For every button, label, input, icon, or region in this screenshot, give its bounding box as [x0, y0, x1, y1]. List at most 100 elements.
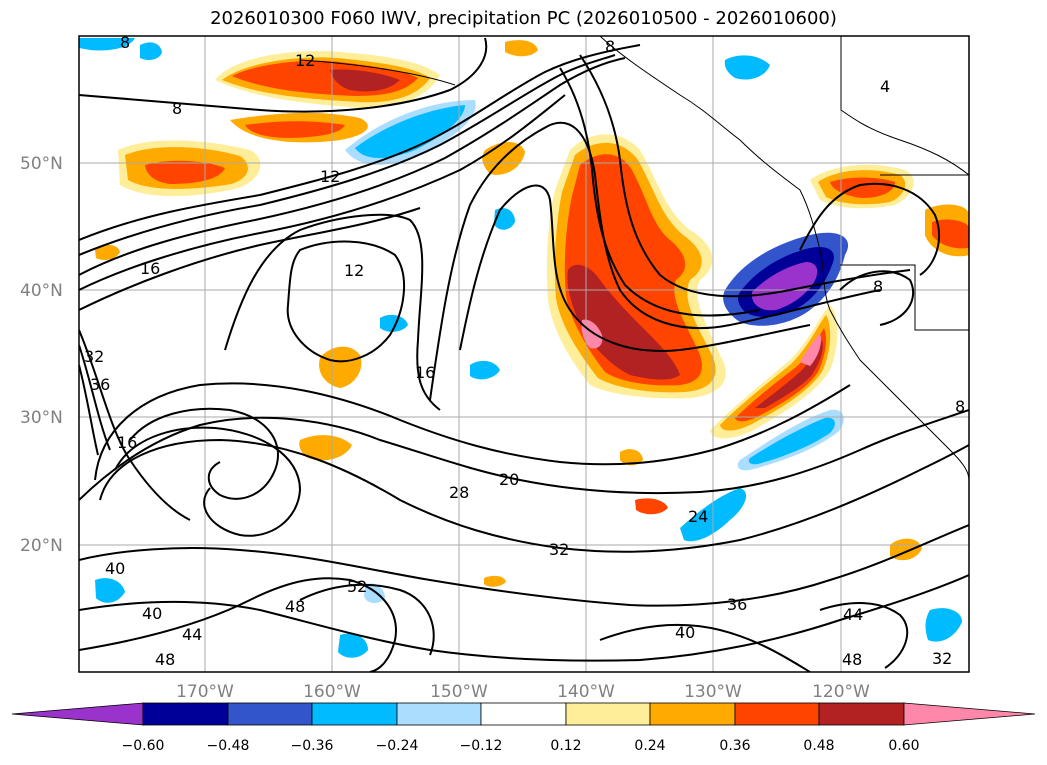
contour-line: [839, 270, 915, 326]
contour-line: [94, 382, 851, 481]
contour-label: 44: [843, 605, 863, 624]
contour-label: 48: [155, 650, 175, 669]
colorbar-tick-label: −0.36: [291, 738, 334, 754]
graticule: [79, 36, 969, 672]
contour-label: 40: [675, 623, 695, 642]
precip-positive-area: [484, 575, 506, 587]
contour-label: 48: [285, 597, 305, 616]
chart-title: 2026010300 F060 IWV, precipitation PC (2…: [210, 8, 837, 29]
precip-positive-area: [932, 219, 969, 249]
contour-line: [559, 67, 761, 317]
precip-positive-area: [299, 435, 352, 461]
lon-label-150w: 150°W: [430, 682, 488, 702]
contour-line: [799, 182, 940, 276]
precip-positive-area: [830, 177, 895, 198]
precip-negative-area: [724, 55, 770, 80]
contour-line: [79, 94, 566, 291]
contour-line: [79, 54, 616, 256]
colorbar-tick-label: −0.48: [207, 738, 250, 754]
precip-positive-area: [330, 69, 400, 92]
contour-label: 24: [688, 507, 708, 526]
lon-label-130w: 130°W: [684, 682, 742, 702]
contour-label: 32: [84, 347, 104, 366]
colorbar-segment: [565, 702, 651, 726]
lat-label-30n: 30°N: [20, 408, 63, 428]
colorbar-segment: [734, 702, 820, 726]
contour-line: [79, 207, 421, 311]
contour-line: [79, 524, 969, 607]
contour-label: 8: [172, 99, 182, 118]
colorbar-tick-label: 0.12: [550, 738, 581, 754]
colorbar-segment: [480, 702, 567, 726]
colorbar-tick-label: 0.36: [719, 738, 750, 754]
lon-label-160w: 160°W: [303, 682, 361, 702]
contour-line: [79, 37, 488, 113]
colorbar-tick-label: 0.48: [803, 738, 834, 754]
colorbar-segment: [649, 702, 736, 726]
contour-label: 4: [880, 77, 890, 96]
precip-positive-area: [755, 340, 823, 408]
lat-label-20n: 20°N: [20, 536, 63, 556]
precip-negative-area: [338, 633, 368, 658]
map-background: [79, 36, 969, 672]
contour-line: [79, 409, 969, 501]
precip-negative-area: [140, 42, 162, 60]
contour-label: 48: [842, 650, 862, 669]
contour-line: [79, 364, 99, 456]
colorbar: [11, 702, 1036, 726]
contour-label: 40: [105, 559, 125, 578]
precip-positive-area: [800, 333, 821, 366]
colorbar-segment: [818, 702, 905, 726]
contour-label: 52: [347, 577, 367, 596]
contour-label: 32: [549, 540, 569, 559]
longitude-labels: 170°W 160°W 150°W 140°W 130°W 120°W: [176, 682, 870, 702]
lon-label-120w: 120°W: [812, 682, 870, 702]
contour-label: 32: [932, 649, 952, 668]
contour-label: 12: [295, 51, 315, 70]
latitude-labels: 50°N 40°N 30°N 20°N: [20, 154, 63, 556]
contour-label: 16: [140, 259, 160, 278]
contour-label: 44: [182, 625, 202, 644]
precip-positive-area: [95, 244, 120, 260]
colorbar-tick-label: −0.60: [122, 738, 165, 754]
precip-positive-area: [581, 319, 603, 349]
contour-label: 40: [142, 604, 162, 623]
contour-line: [459, 184, 811, 352]
contour-label: 12: [344, 261, 364, 280]
precip-negative-area: [79, 38, 135, 51]
contour-line: [819, 602, 909, 669]
contour-line: [79, 344, 111, 451]
precip-positive-area: [635, 498, 668, 515]
coastline-path: [599, 36, 969, 481]
precip-positive-area: [319, 346, 362, 388]
colorbar-segment: [142, 702, 229, 726]
precip-negative-area: [470, 360, 500, 380]
iwv-contours: [79, 37, 969, 672]
lat-label-40n: 40°N: [20, 281, 63, 301]
precip-negative-area: [748, 417, 835, 465]
colorbar-segment: [396, 702, 482, 726]
contour-label: 8: [873, 277, 883, 296]
contour-label: 20: [499, 470, 519, 489]
contour-line: [599, 623, 811, 672]
contour-label: 36: [727, 595, 747, 614]
contour-label: 12: [320, 167, 340, 186]
coastline: [299, 36, 969, 481]
contour-line: [114, 426, 302, 537]
colorbar-segment: [227, 702, 313, 726]
precip-negative-area: [355, 105, 465, 158]
precip-positive-area: [505, 40, 538, 57]
contour-line: [224, 213, 441, 411]
colorbar-segment: [11, 702, 144, 726]
contour-label: 8: [120, 33, 130, 52]
contour-label: 36: [90, 375, 110, 394]
contour-line: [286, 240, 406, 363]
coastline-path: [299, 59, 456, 86]
precip-negative-area: [925, 608, 962, 642]
colorbar-tick-label: −0.12: [460, 738, 503, 754]
precip-positive-area: [720, 315, 831, 431]
coastline-path: [840, 264, 969, 331]
colorbar-segment: [311, 702, 398, 726]
contour-label: 16: [415, 363, 435, 382]
